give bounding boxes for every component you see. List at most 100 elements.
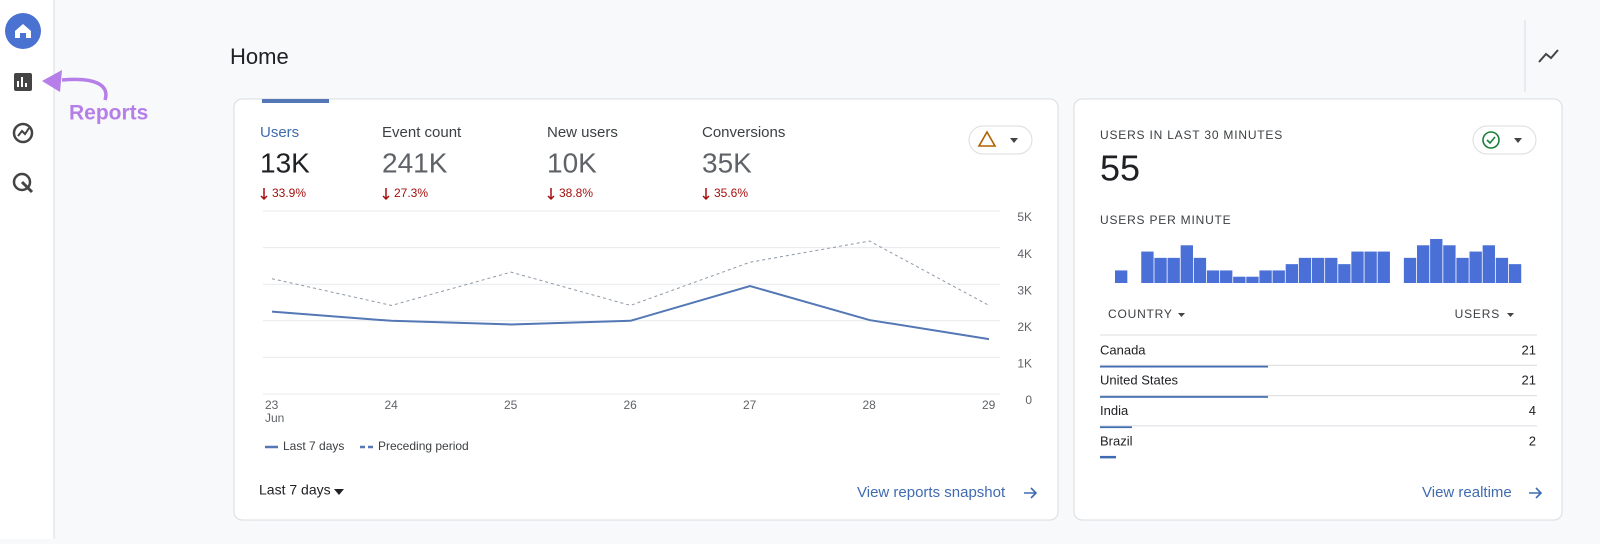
metric-value: 35K	[702, 147, 752, 178]
users: 21	[1522, 373, 1536, 388]
users: 4	[1529, 403, 1536, 418]
bar	[1443, 245, 1456, 283]
country: Canada	[1100, 342, 1146, 357]
users-bar	[1100, 455, 1116, 459]
line	[271, 284, 990, 341]
explore-glyph	[17, 127, 30, 137]
bar	[1272, 270, 1285, 283]
down-arrow	[547, 188, 555, 201]
users-bar	[1100, 425, 1132, 429]
bar	[1325, 257, 1338, 283]
y-tick-label: 3K	[1017, 283, 1032, 297]
country: United States	[1100, 373, 1179, 388]
line	[271, 240, 990, 306]
metric-change: 27.3%	[394, 186, 428, 200]
bar	[1482, 245, 1495, 283]
bar	[1469, 251, 1482, 283]
down-arrow	[702, 188, 710, 201]
y-tick-label: 5K	[1017, 210, 1032, 224]
metric-label[interactable]: Users	[260, 124, 299, 141]
x-tick-label: 27	[743, 398, 757, 412]
ok-icon	[1482, 131, 1500, 149]
x-tick-label: 28	[863, 398, 877, 412]
x-tick-label: 29	[982, 398, 996, 412]
caret	[1514, 138, 1522, 143]
bar	[1338, 264, 1351, 283]
x-sublabel: Jun	[265, 411, 284, 425]
date-range[interactable]: Last 7 days	[259, 482, 331, 498]
bar	[1351, 251, 1364, 283]
metric-change: 35.6%	[714, 186, 748, 200]
link-arrow	[1024, 487, 1038, 499]
bar	[1246, 276, 1259, 283]
overview-card	[233, 98, 1059, 521]
bar	[1233, 276, 1246, 283]
bar	[1495, 257, 1509, 283]
y-tick-label: 2K	[1017, 320, 1032, 334]
users-bar	[1100, 365, 1268, 368]
bar	[1206, 270, 1220, 283]
country: India	[1100, 403, 1129, 418]
caret	[334, 489, 344, 495]
insights-icon[interactable]	[1538, 49, 1559, 63]
y-tick-label: 4K	[1017, 247, 1032, 261]
metric-label[interactable]: Event count	[382, 124, 462, 141]
users-bar	[1100, 395, 1268, 398]
bar	[1508, 264, 1522, 283]
bar	[1298, 257, 1312, 283]
metric-change: 38.8%	[559, 186, 593, 200]
bar	[1141, 251, 1154, 283]
metric-value: 241K	[382, 147, 448, 178]
page-title: Home	[230, 44, 289, 69]
metric-value: 13K	[260, 147, 310, 178]
advertising-glyph	[20, 180, 34, 194]
bar	[1311, 257, 1325, 283]
annotation-arrowhead	[42, 70, 62, 92]
bar	[1193, 257, 1207, 283]
realtime-card	[1073, 98, 1563, 521]
metric-label[interactable]: Conversions	[702, 124, 785, 141]
down-arrow	[260, 188, 268, 201]
column-header[interactable]: COUNTRY	[1108, 307, 1173, 321]
x-tick-label: 25	[504, 398, 518, 412]
advertising-icon[interactable]	[12, 172, 32, 192]
bar-chart-title: USERS PER MINUTE	[1100, 213, 1231, 227]
link[interactable]: View realtime	[1422, 484, 1512, 501]
link[interactable]: View reports snapshot	[857, 484, 1006, 501]
warning-icon	[977, 130, 997, 147]
metric-label[interactable]: New users	[547, 124, 618, 141]
bar	[1154, 257, 1167, 283]
bar	[1259, 270, 1272, 283]
ok-check	[1486, 136, 1496, 145]
x-tick-label: 24	[385, 398, 399, 412]
caret	[1010, 138, 1018, 143]
annotation-arrow	[61, 77, 108, 101]
reports-glyph	[17, 77, 27, 87]
realtime-value: 55	[1100, 148, 1140, 189]
metric-value: 10K	[547, 147, 597, 178]
status-pill[interactable]	[968, 125, 1033, 155]
bar	[1377, 251, 1390, 283]
bar	[1416, 245, 1430, 283]
caret	[1507, 313, 1514, 317]
x-tick-label: 23	[265, 398, 279, 412]
bar	[1180, 245, 1193, 283]
annotation: Reports	[69, 102, 148, 125]
legend-label: Preceding period	[378, 439, 469, 453]
y-tick-label: 0	[1025, 393, 1032, 407]
bar	[1403, 257, 1417, 283]
users: 21	[1522, 342, 1536, 357]
explore-icon[interactable]	[12, 122, 34, 144]
active-tab	[262, 99, 329, 103]
x-tick-label: 26	[624, 398, 638, 412]
down-arrow	[382, 188, 390, 201]
bar	[1430, 239, 1443, 283]
users: 2	[1529, 433, 1536, 448]
caret	[1178, 313, 1185, 317]
bar	[1456, 257, 1469, 283]
home-glyph	[15, 24, 31, 38]
column-header[interactable]: USERS	[1455, 307, 1500, 321]
bar	[1167, 257, 1180, 283]
